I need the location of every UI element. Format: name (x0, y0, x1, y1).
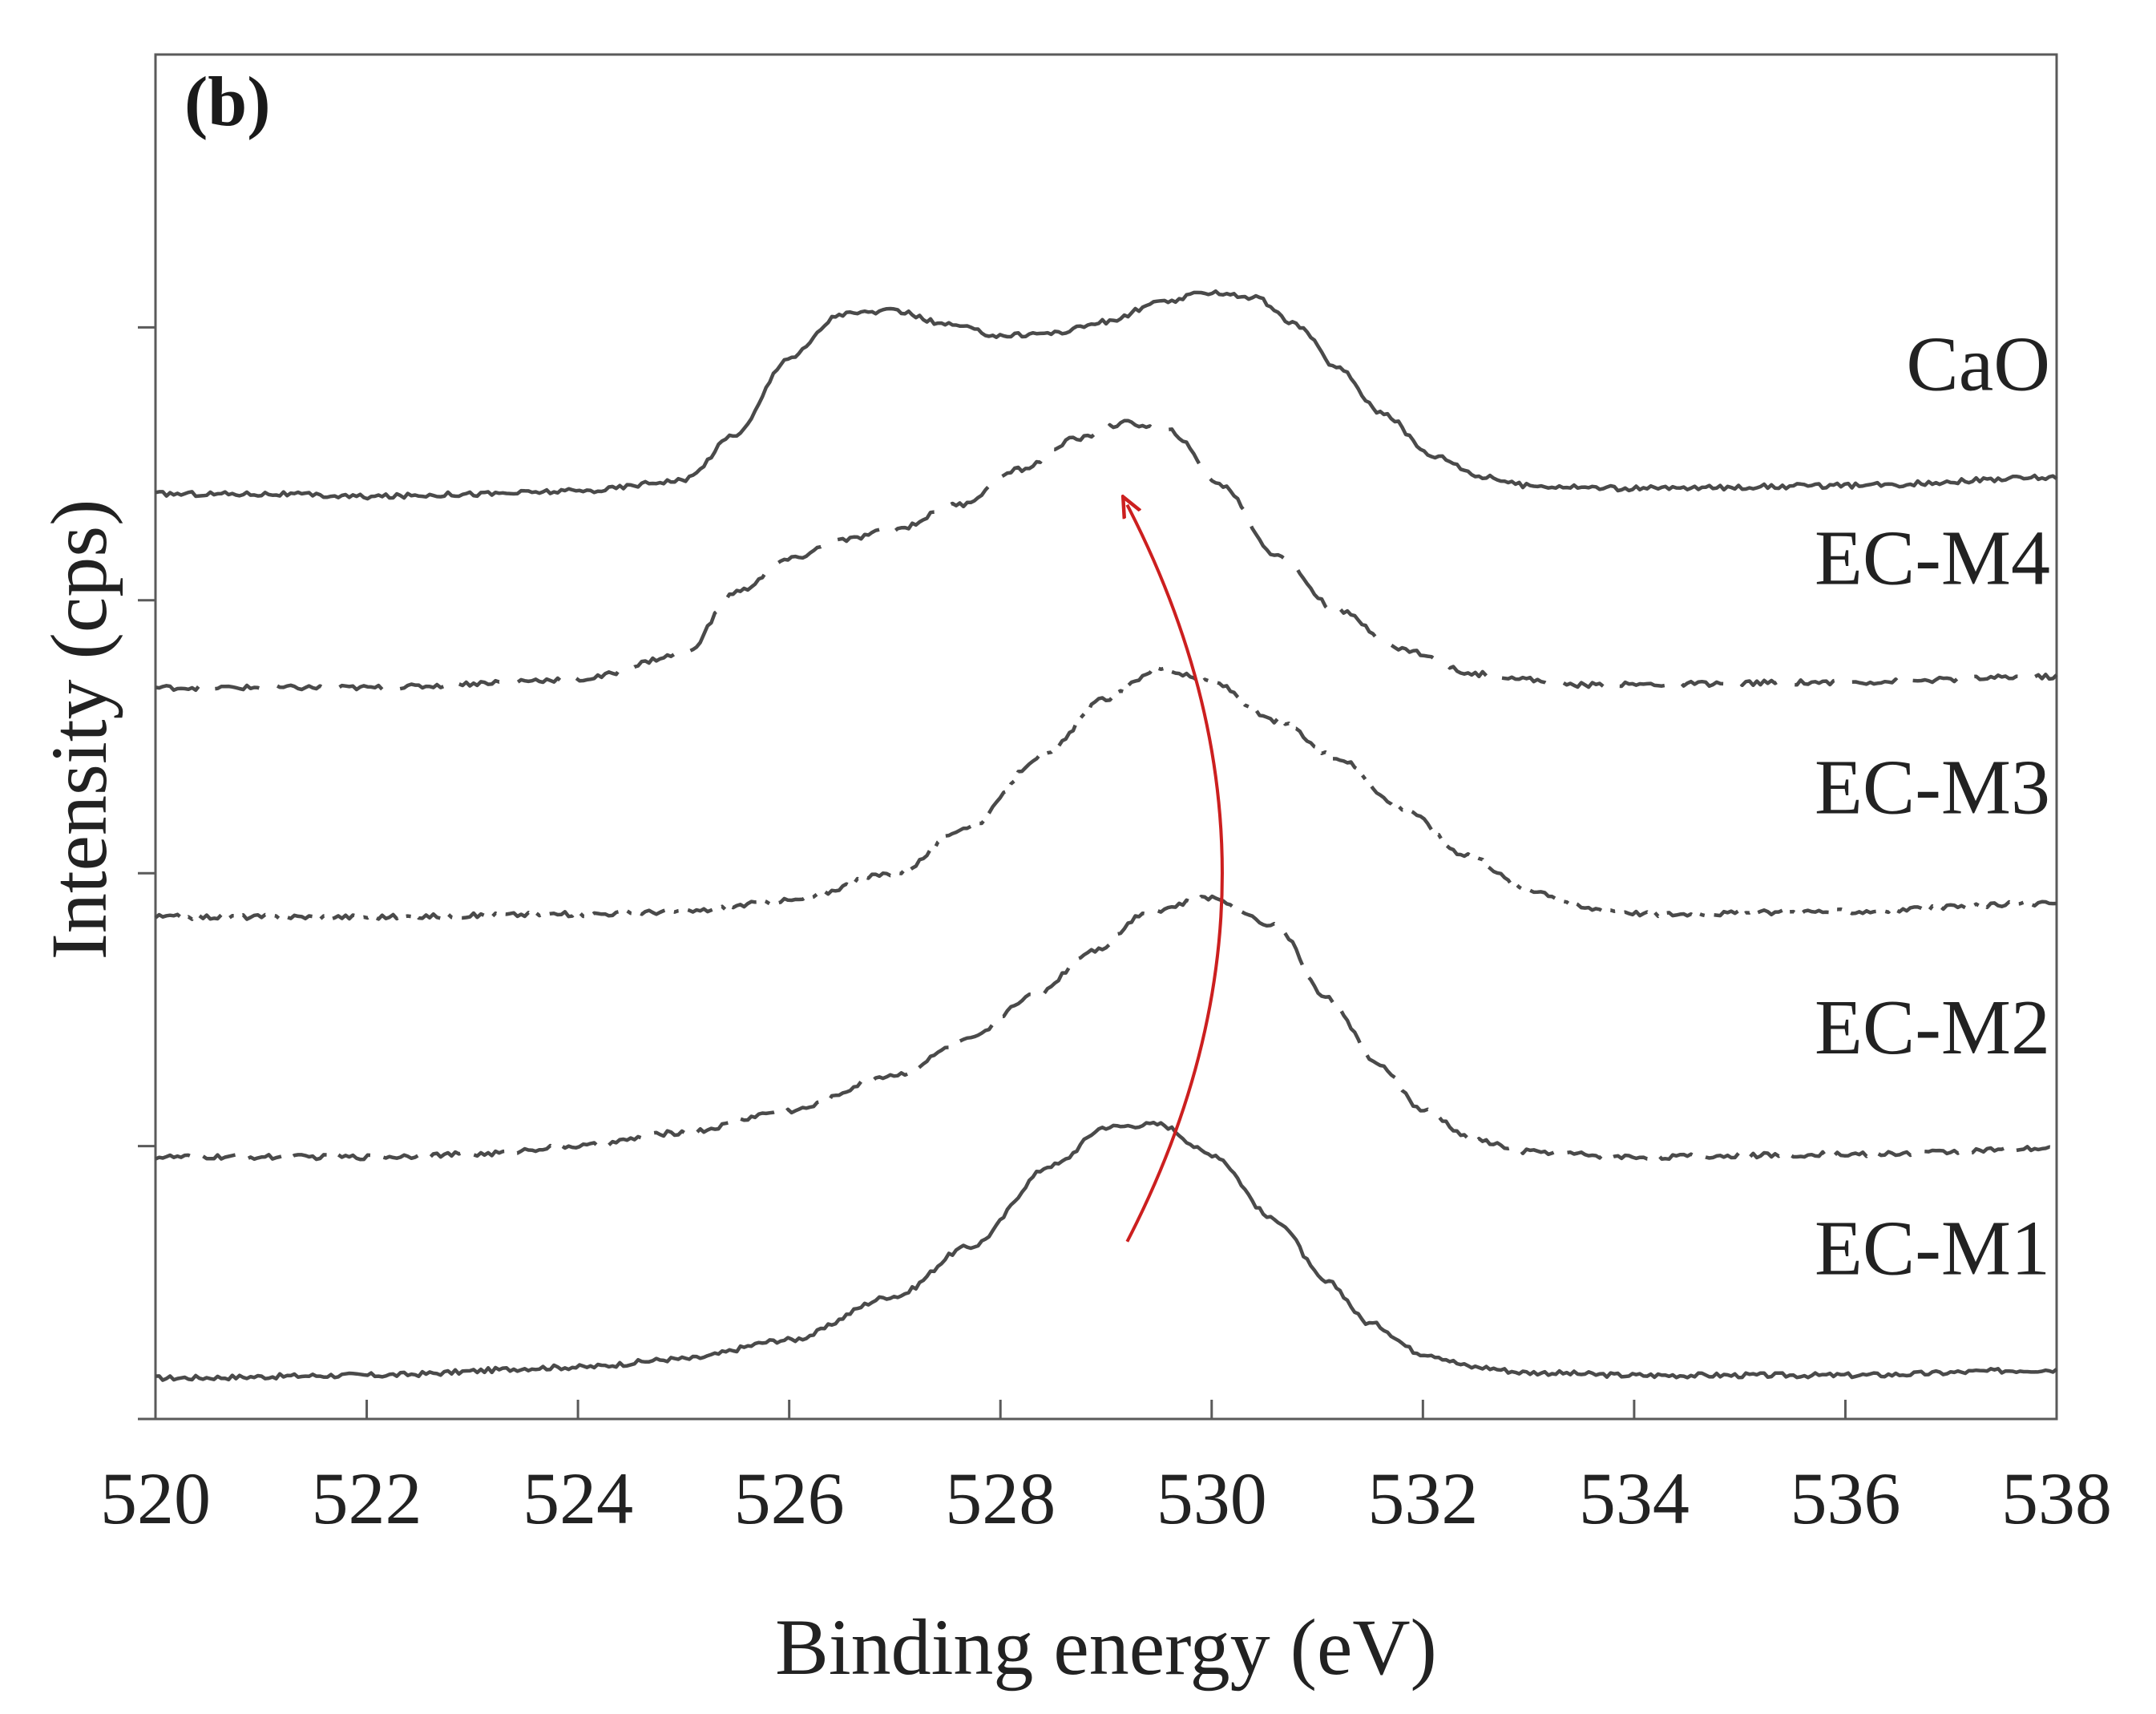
panel-label: (b) (184, 63, 271, 141)
x-tick-label-532: 532 (1367, 1457, 1478, 1539)
series-label-CaO: CaO (1906, 321, 2050, 408)
plot-frame (154, 53, 2058, 1421)
series-label-EC-M3: EC-M3 (1815, 744, 2050, 831)
x-tick-label-530: 530 (1157, 1457, 1267, 1539)
series-line-EC-M2 (155, 894, 2058, 1162)
series-label-EC-M2: EC-M2 (1815, 984, 2050, 1071)
x-tick-label-536: 536 (1790, 1457, 1900, 1539)
x-tick-label-522: 522 (312, 1457, 422, 1539)
y-axis-ticks (138, 325, 155, 1421)
x-axis-title: Binding energy (eV) (775, 1603, 1437, 1692)
x-axis-ticks: 520 522 524 526 528 530 532 534 536 538 (100, 1400, 2112, 1539)
series-traces (154, 289, 2058, 1382)
series-line-EC-M4 (155, 418, 2058, 693)
x-tick-label-520: 520 (100, 1457, 211, 1539)
series-line-CaO (155, 289, 2058, 501)
series-label-EC-M1: EC-M1 (1815, 1206, 2050, 1292)
series-label-EC-M4: EC-M4 (1815, 515, 2050, 601)
series-labels: EC-M1 EC-M2 EC-M3 EC-M4 CaO (1815, 321, 2050, 1292)
y-axis-title: Intensity (cps) (34, 499, 123, 960)
series-line-EC-M3 (154, 665, 2057, 921)
x-tick-label-534: 534 (1579, 1457, 1690, 1539)
x-tick-label-524: 524 (523, 1457, 633, 1539)
x-tick-label-528: 528 (945, 1457, 1056, 1539)
x-tick-label-538: 538 (2001, 1457, 2112, 1539)
x-tick-label-526: 526 (734, 1457, 845, 1539)
series-line-EC-M1 (155, 1120, 2058, 1382)
shift-arrow (1127, 505, 1224, 1243)
